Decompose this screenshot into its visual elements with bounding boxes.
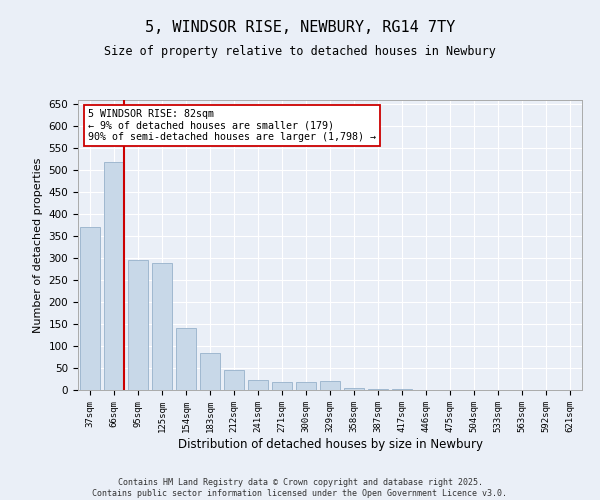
Text: Size of property relative to detached houses in Newbury: Size of property relative to detached ho… bbox=[104, 45, 496, 58]
Bar bbox=[152, 262, 172, 390]
Text: 5 WINDSOR RISE: 82sqm
← 9% of detached houses are smaller (179)
90% of semi-deta: 5 WINDSOR RISE: 82sqm ← 9% of detached h… bbox=[88, 108, 376, 142]
Bar bbox=[320, 381, 340, 390]
Bar bbox=[176, 328, 196, 390]
Y-axis label: Number of detached properties: Number of detached properties bbox=[33, 158, 43, 332]
Text: 5, WINDSOR RISE, NEWBURY, RG14 7TY: 5, WINDSOR RISE, NEWBURY, RG14 7TY bbox=[145, 20, 455, 35]
X-axis label: Distribution of detached houses by size in Newbury: Distribution of detached houses by size … bbox=[178, 438, 482, 450]
Bar bbox=[200, 352, 220, 390]
Bar bbox=[296, 382, 316, 390]
Bar bbox=[368, 388, 388, 390]
Text: Contains HM Land Registry data © Crown copyright and database right 2025.
Contai: Contains HM Land Registry data © Crown c… bbox=[92, 478, 508, 498]
Bar bbox=[224, 370, 244, 390]
Bar bbox=[344, 388, 364, 390]
Bar bbox=[248, 380, 268, 390]
Bar bbox=[128, 260, 148, 390]
Bar bbox=[392, 389, 412, 390]
Bar bbox=[80, 228, 100, 390]
Bar bbox=[272, 382, 292, 390]
Bar bbox=[104, 162, 124, 390]
